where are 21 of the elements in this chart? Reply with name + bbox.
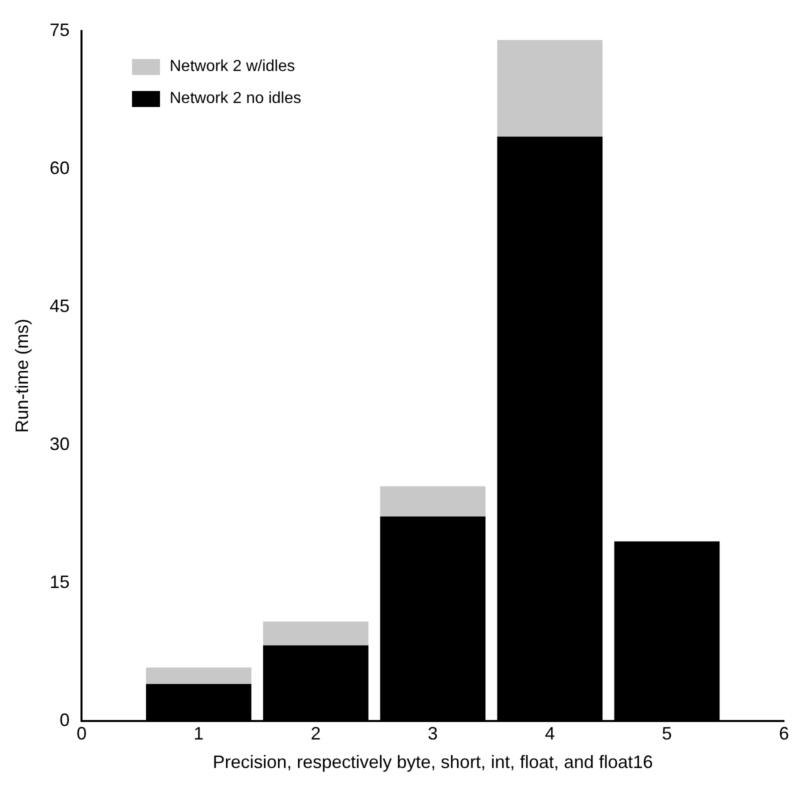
x-tick-label: 5 <box>662 724 672 744</box>
y-tick-label: 45 <box>50 296 70 316</box>
x-tick-label: 1 <box>194 724 204 744</box>
y-tick-label: 0 <box>60 710 70 730</box>
x-tick-label: 6 <box>778 724 790 744</box>
legend-label: Network 2 w/idles <box>170 58 295 76</box>
x-axis-title: Precision, respectively byte, short, int, float, and float16 <box>212 752 653 772</box>
x-tick-label: 3 <box>428 724 438 744</box>
x-tick-label: 4 <box>544 724 555 744</box>
y-tick-label: 15 <box>50 572 70 592</box>
y-tick-label: 30 <box>50 434 70 454</box>
bar <box>497 40 603 137</box>
legend-label: Network 2 no idles <box>170 90 302 108</box>
bar <box>146 667 252 684</box>
bar <box>380 486 486 517</box>
x-tick-label: 2 <box>310 724 321 744</box>
y-axis-title: Run-time (ms) <box>12 318 32 433</box>
y-tick-label: 75 <box>50 20 70 40</box>
y-tick-label: 60 <box>50 158 70 178</box>
bar <box>263 621 368 646</box>
x-tick-label: 0 <box>76 724 87 744</box>
